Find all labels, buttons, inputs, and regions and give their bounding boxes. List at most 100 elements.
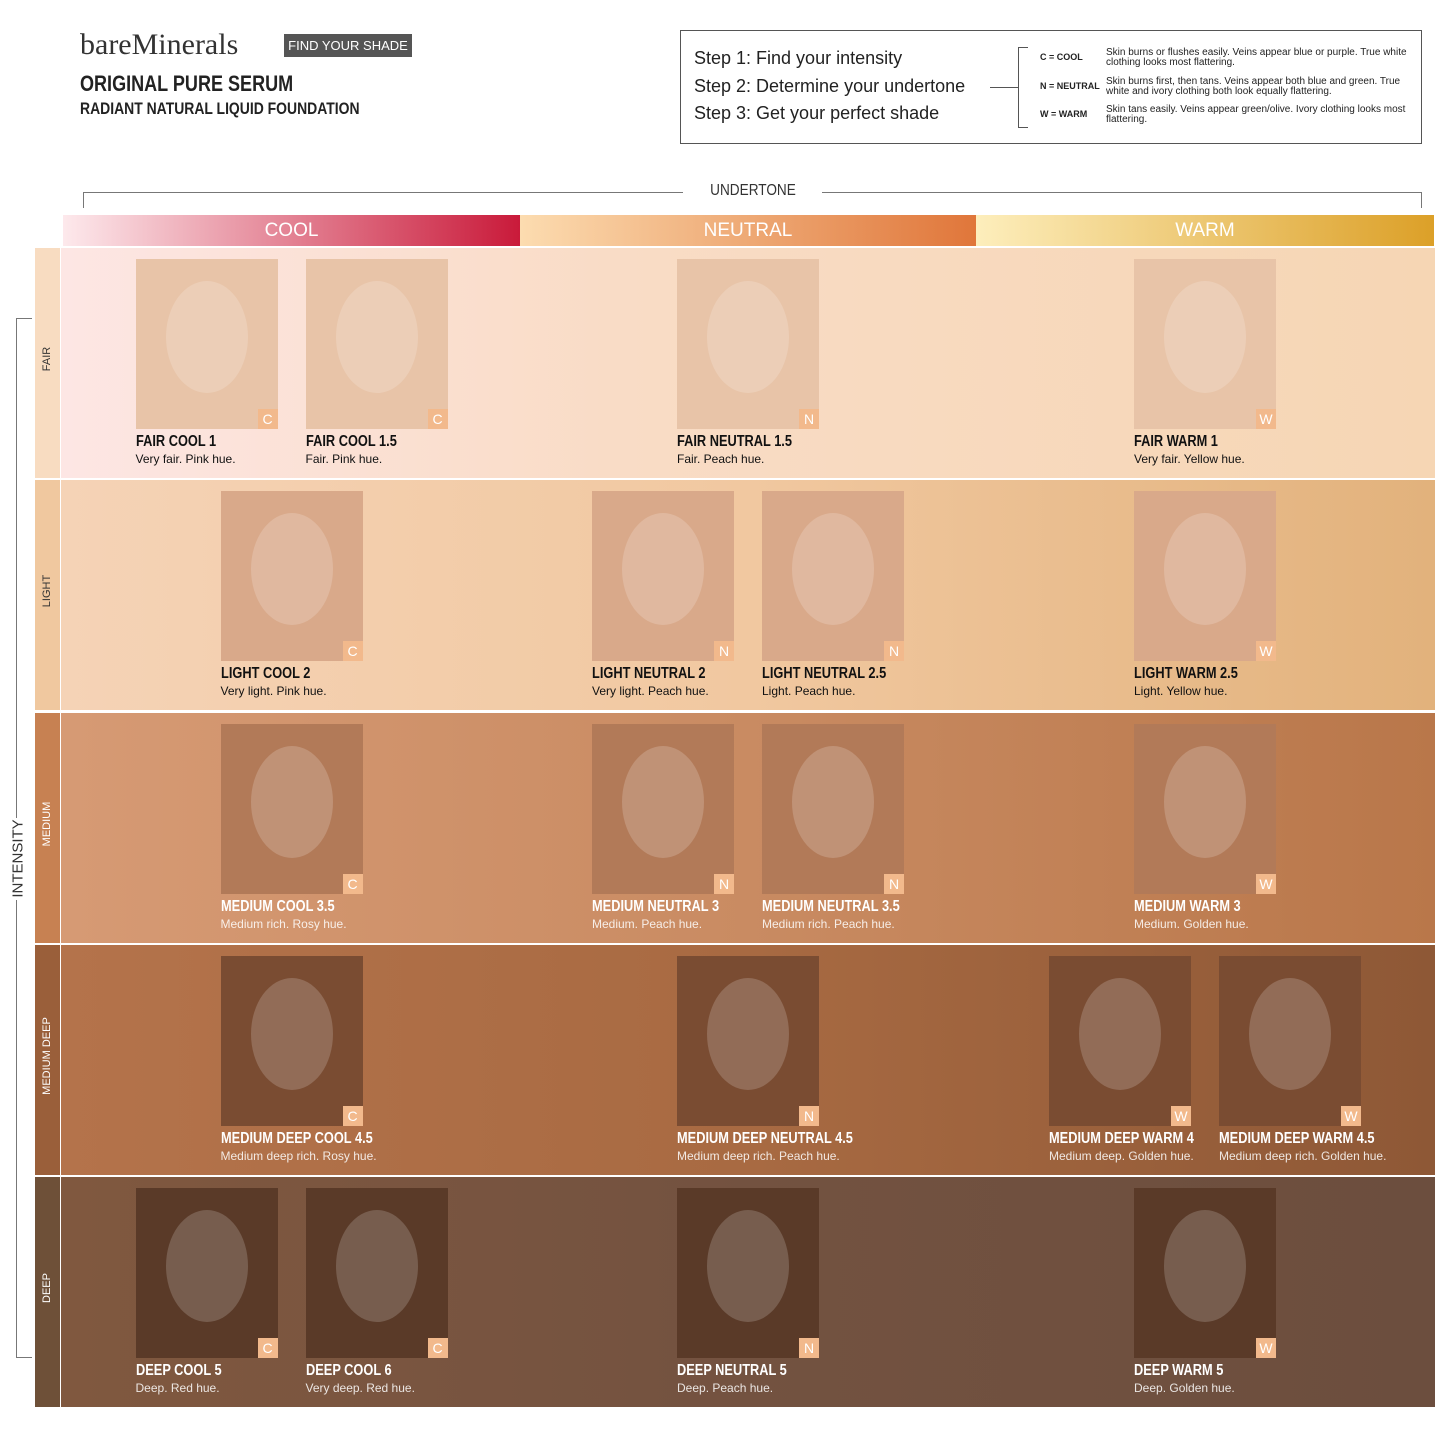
- shade-photo: C: [305, 1188, 448, 1359]
- undertone-line: [822, 192, 1422, 208]
- shade-photo: C: [220, 955, 363, 1126]
- shade-name: MEDIUM DEEP COOL 4.5: [220, 1129, 373, 1147]
- shade-name: MEDIUM DEEP WARM 4.5: [1219, 1129, 1375, 1147]
- key-box: [680, 30, 1422, 144]
- face: [1079, 977, 1161, 1090]
- shade-tag: C: [342, 1105, 363, 1126]
- column-header: NEUTRAL: [520, 215, 976, 246]
- face: [1164, 1210, 1246, 1323]
- face: [707, 977, 789, 1090]
- key-code: W = WARM: [1040, 109, 1088, 119]
- shade-name: MEDIUM NEUTRAL 3.5: [762, 897, 900, 915]
- shade-photo: N: [677, 955, 819, 1126]
- row-strip: FAIR: [35, 248, 60, 478]
- shade-tag: N: [799, 1338, 819, 1359]
- shade-photo: N: [762, 491, 904, 662]
- shade-name: LIGHT NEUTRAL 2.5: [762, 665, 887, 683]
- shade-desc: Deep. Red hue.: [135, 1381, 220, 1396]
- shade-tag: W: [1171, 1105, 1191, 1126]
- face: [1164, 281, 1246, 393]
- step: Step 3: Get your perfect shade: [694, 103, 940, 123]
- face: [250, 513, 333, 626]
- face: [335, 281, 418, 393]
- key-text: Skin burns first, then tans. Veins appea…: [1106, 75, 1401, 97]
- title: ORIGINAL PURE SERUM: [80, 71, 294, 96]
- shade-name: MEDIUM DEEP WARM 4: [1049, 1129, 1194, 1147]
- shade-name: LIGHT WARM 2.5: [1134, 665, 1238, 683]
- shade-photo: N: [677, 1188, 819, 1359]
- shade-desc: Medium. Golden hue.: [1134, 916, 1249, 931]
- shade-photo: C: [135, 259, 278, 429]
- face: [707, 281, 789, 393]
- shade-desc: Light. Peach hue.: [762, 684, 856, 699]
- row-strip: LIGHT: [35, 480, 60, 711]
- shade-desc: Deep. Golden hue.: [1134, 1381, 1235, 1396]
- subtitle: RADIANT NATURAL LIQUID FOUNDATION: [80, 99, 360, 118]
- shade-desc: Medium rich. Rosy hue.: [220, 916, 347, 931]
- badge: FIND YOUR SHADE: [284, 34, 412, 57]
- shade-tag: W: [1341, 1105, 1361, 1126]
- row-strip: DEEP: [35, 1177, 60, 1408]
- shade-desc: Medium deep rich. Golden hue.: [1219, 1148, 1387, 1163]
- shade-tag: W: [1256, 1338, 1276, 1359]
- shade-name: FAIR COOL 1.5: [305, 433, 397, 450]
- row-label: DEEP: [41, 1273, 53, 1304]
- face: [1164, 745, 1246, 858]
- undertone-line: [83, 192, 683, 208]
- shade-name: LIGHT NEUTRAL 2: [592, 665, 706, 683]
- shade-name: FAIR WARM 1: [1134, 433, 1218, 450]
- column-header: COOL: [63, 215, 520, 246]
- shade-photo: N: [592, 723, 734, 894]
- shade-desc: Very light. Pink hue.: [220, 684, 327, 699]
- shade-desc: Deep. Peach hue.: [677, 1381, 774, 1396]
- shade-tag: N: [884, 641, 904, 662]
- shade-desc: Very fair. Yellow hue.: [1134, 452, 1245, 466]
- face: [1164, 513, 1246, 626]
- face: [335, 1210, 418, 1323]
- shade-tag: N: [799, 409, 819, 429]
- face: [707, 1210, 789, 1323]
- shade-desc: Medium rich. Peach hue.: [762, 916, 895, 931]
- step: Step 2: Determine your undertone: [694, 75, 966, 96]
- shade-desc: Fair. Pink hue.: [305, 452, 383, 466]
- shade-desc: Very deep. Red hue.: [305, 1381, 415, 1396]
- shade-tag: C: [427, 1338, 448, 1359]
- key-text: Skin tans easily. Veins appear green/oli…: [1106, 104, 1406, 125]
- shade-name: MEDIUM WARM 3: [1134, 897, 1241, 915]
- face: [165, 281, 248, 393]
- shade-name: DEEP WARM 5: [1134, 1362, 1224, 1380]
- shade-photo: N: [677, 259, 819, 429]
- shade-tag: C: [257, 409, 278, 429]
- shade-photo: W: [1134, 1188, 1276, 1359]
- undertone-label: UNDERTONE: [710, 182, 796, 199]
- shade-desc: Fair. Peach hue.: [677, 452, 765, 466]
- shade-name: DEEP NEUTRAL 5: [677, 1362, 787, 1380]
- shade-desc: Very light. Peach hue.: [592, 684, 709, 699]
- row-strip: MEDIUM: [35, 712, 60, 943]
- key-code: C = COOL: [1040, 52, 1083, 62]
- shade-desc: Very fair. Pink hue.: [135, 452, 236, 466]
- shade-photo: W: [1219, 955, 1361, 1126]
- shade-name: DEEP COOL 6: [305, 1362, 392, 1380]
- shade-desc: Medium deep rich. Rosy hue.: [220, 1148, 377, 1163]
- shade-photo: N: [592, 491, 734, 662]
- shade-photo: N: [762, 723, 904, 894]
- shade-photo: W: [1049, 955, 1191, 1126]
- shade-name: MEDIUM NEUTRAL 3: [592, 897, 720, 915]
- step: Step 1: Find your intensity: [694, 48, 903, 68]
- shade-tag: W: [1256, 641, 1276, 662]
- shade-photo: W: [1134, 491, 1276, 662]
- column-header: WARM: [976, 215, 1434, 246]
- shade-name: LIGHT COOL 2: [220, 665, 310, 683]
- shade-photo: C: [220, 491, 363, 662]
- brand: bareMinerals: [80, 28, 239, 61]
- face: [622, 745, 704, 858]
- key-code: N = NEUTRAL: [1040, 80, 1100, 91]
- shade-name: FAIR NEUTRAL 1.5: [677, 433, 792, 450]
- shade-tag: N: [884, 873, 904, 894]
- shade-tag: C: [342, 873, 363, 894]
- shade-name: MEDIUM DEEP NEUTRAL 4.5: [677, 1129, 853, 1147]
- face: [165, 1210, 248, 1323]
- face: [792, 513, 874, 626]
- shade-tag: W: [1256, 873, 1276, 894]
